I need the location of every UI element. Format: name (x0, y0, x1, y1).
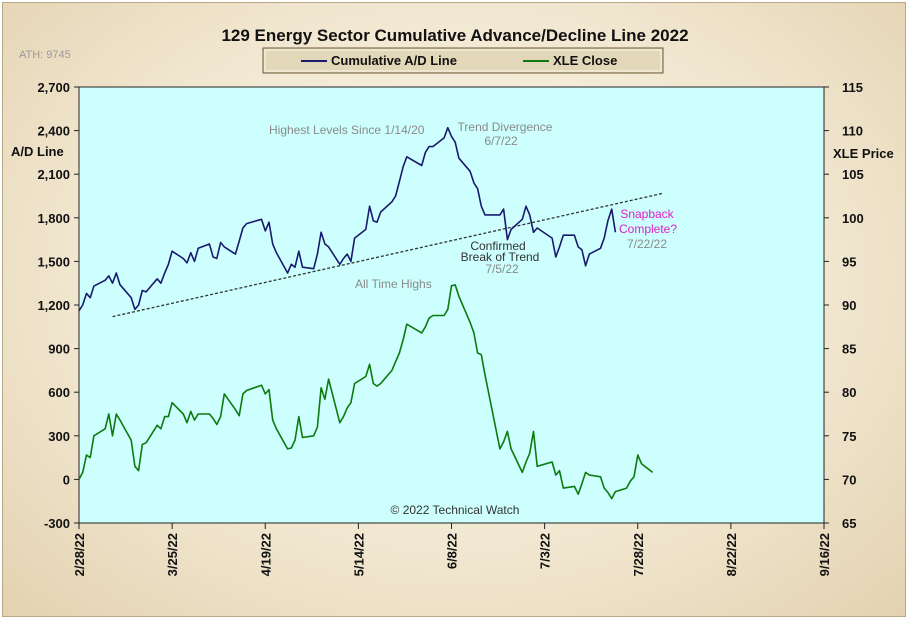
annotation-snapback-date: 7/22/22 (627, 237, 667, 251)
right-tick-label: 85 (842, 342, 856, 357)
left-tick-label: 1,800 (37, 211, 70, 226)
left-axis-title: A/D Line (11, 144, 64, 159)
plot-area (78, 86, 825, 524)
right-tick-label: 75 (842, 429, 856, 444)
left-tick-label: 900 (48, 342, 70, 357)
right-tick-label: 80 (842, 385, 856, 400)
chart-title: 129 Energy Sector Cumulative Advance/Dec… (221, 26, 688, 45)
annotation-break-of-trend: Break of Trend (461, 250, 540, 264)
right-tick-label: 115 (842, 80, 863, 95)
x-tick-label: 4/19/22 (258, 533, 273, 576)
legend-box: Cumulative A/D Line XLE Close (262, 47, 664, 74)
left-tick-label: 2,700 (37, 80, 70, 95)
left-tick-label: 1,500 (37, 254, 70, 269)
trendline-group (112, 192, 664, 318)
annotations: Highest Levels Since 1/14/20 Trend Diver… (269, 120, 677, 291)
left-tick-label: 600 (48, 385, 70, 400)
annotation-all-time-highs: All Time Highs (355, 277, 432, 291)
left-tick-label: 2,400 (37, 124, 70, 139)
left-tick-label: 1,200 (37, 298, 70, 313)
annotation-complete: Complete? (619, 222, 677, 236)
left-tick-label: 0 (63, 472, 70, 487)
x-tick-label: 9/16/22 (817, 533, 832, 576)
ath-label: ATH: 9745 (19, 49, 71, 61)
annotation-snapback: Snapback (620, 207, 674, 221)
legend-ad-label: Cumulative A/D Line (331, 53, 457, 68)
x-tick-label: 5/14/22 (351, 533, 366, 576)
right-tick-label: 100 (842, 211, 864, 226)
left-tick-label: 2,100 (37, 167, 70, 182)
left-tick-label: -300 (44, 516, 70, 531)
trendline (112, 192, 664, 318)
left-tick-label: 300 (48, 429, 70, 444)
right-tick-label: 95 (842, 254, 856, 269)
x-tick-label: 7/28/22 (631, 533, 646, 576)
series-line-cumulative-ad (78, 126, 617, 312)
copyright-notice: © 2022 Technical Watch (391, 503, 520, 517)
legend-xle-label: XLE Close (553, 53, 617, 68)
right-tick-label: 70 (842, 472, 856, 487)
x-tick-label: 3/25/22 (165, 533, 180, 576)
annotation-trend-divergence: Trend Divergence (458, 120, 553, 134)
right-tick-label: 110 (842, 124, 863, 139)
right-tick-label: 65 (842, 516, 856, 531)
annotation-highest-levels: Highest Levels Since 1/14/20 (269, 123, 425, 137)
right-axis-title: XLE Price (833, 146, 894, 161)
right-tick-label: 90 (842, 298, 856, 313)
annotation-confirmed: Confirmed (470, 239, 525, 253)
series-line-xle-close (78, 284, 654, 500)
series-group (78, 126, 654, 500)
chart-svg: 129 Energy Sector Cumulative Advance/Dec… (11, 26, 894, 576)
x-tick-label: 8/22/22 (724, 533, 739, 576)
x-tick-label: 2/28/22 (72, 533, 87, 576)
annotation-trend-divergence-date: 6/7/22 (484, 134, 518, 148)
right-tick-label: 105 (842, 167, 864, 182)
x-tick-label: 6/8/22 (445, 533, 460, 569)
axes: 2,700 2,400 2,100 1,800 1,500 1,200 900 600 300 0… (37, 80, 863, 576)
annotation-break-of-trend-date: 7/5/22 (485, 262, 519, 276)
x-tick-label: 7/3/22 (538, 533, 553, 569)
